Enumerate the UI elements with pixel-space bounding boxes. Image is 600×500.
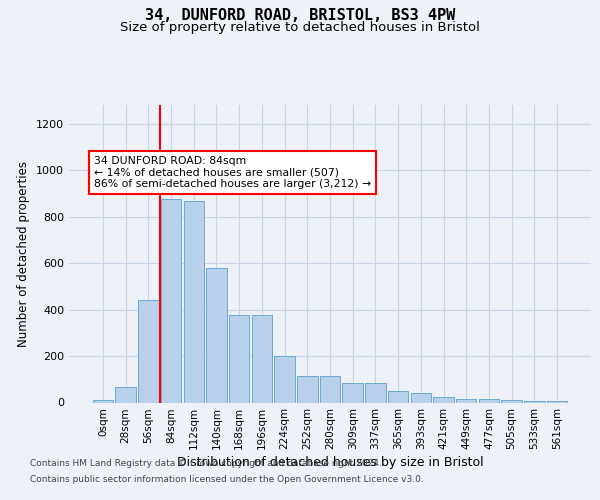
Bar [433,398,454,402]
Bar [251,316,272,402]
Bar [138,300,158,402]
Bar [479,399,499,402]
Text: 34 DUNFORD ROAD: 84sqm
← 14% of detached houses are smaller (507)
86% of semi-de: 34 DUNFORD ROAD: 84sqm ← 14% of detached… [94,156,371,189]
Bar [184,202,204,402]
Bar [93,400,113,402]
Bar [161,199,181,402]
Bar [365,384,386,402]
Bar [502,400,522,402]
Bar [274,356,295,403]
Bar [320,376,340,402]
Bar [343,384,363,402]
Text: 34, DUNFORD ROAD, BRISTOL, BS3 4PW: 34, DUNFORD ROAD, BRISTOL, BS3 4PW [145,8,455,22]
Bar [388,391,409,402]
Text: Size of property relative to detached houses in Bristol: Size of property relative to detached ho… [120,21,480,34]
Bar [206,268,227,402]
Bar [297,376,317,402]
Bar [115,388,136,402]
Y-axis label: Number of detached properties: Number of detached properties [17,161,31,347]
X-axis label: Distribution of detached houses by size in Bristol: Distribution of detached houses by size … [176,456,484,469]
Text: Contains public sector information licensed under the Open Government Licence v3: Contains public sector information licen… [30,475,424,484]
Bar [229,316,250,402]
Text: Contains HM Land Registry data © Crown copyright and database right 2024.: Contains HM Land Registry data © Crown c… [30,458,382,468]
Bar [410,392,431,402]
Bar [456,399,476,402]
